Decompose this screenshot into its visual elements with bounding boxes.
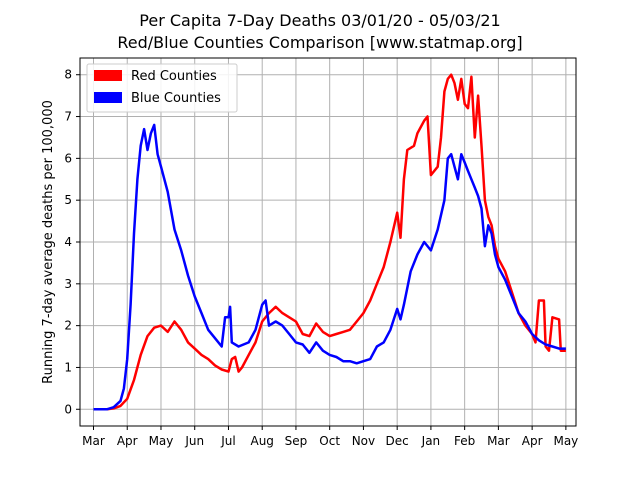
y-tick-label: 2 [64, 319, 72, 333]
x-tick-labels: Mar Apr May Jun Jul Aug Sep Oct Nov Dec Jan Feb Mar A… [82, 426, 578, 448]
x-tick-label: Nov [352, 434, 375, 448]
x-tick-label: Mar [487, 434, 510, 448]
y-tick-label: 6 [64, 151, 72, 165]
y-tick-label: 8 [64, 68, 72, 82]
x-tick-label: Apr [522, 434, 543, 448]
y-axis-label: Running 7-day average deaths per 100,000 [41, 100, 56, 384]
legend-label: Blue Counties [131, 91, 221, 106]
x-tick-label: Jan [421, 434, 441, 448]
series-line-blue [93, 123, 566, 411]
legend: Red Counties Blue Counties [86, 63, 238, 113]
legend-box [86, 63, 238, 113]
chart-title: Per Capita 7-Day Deaths 03/01/20 - 05/03… [139, 11, 500, 30]
y-tick-label: 5 [64, 193, 72, 207]
series-line-red [93, 73, 566, 411]
chart-subtitle: Red/Blue Counties Comparison [www.statma… [117, 33, 522, 52]
x-tick-label: Sep [285, 434, 308, 448]
legend-swatch [94, 70, 122, 81]
x-tick-label: Jul [220, 434, 235, 448]
y-tick-label: 3 [64, 277, 72, 291]
y-tick-label: 1 [64, 360, 72, 374]
x-tick-label: Apr [117, 434, 138, 448]
x-tick-label: May [553, 434, 578, 448]
series-lines [93, 73, 566, 411]
x-tick-label: Aug [250, 434, 273, 448]
x-tick-label: Feb [454, 434, 475, 448]
y-tick-label: 0 [64, 402, 72, 416]
grid-lines [80, 58, 576, 426]
x-tick-label: Jun [184, 434, 204, 448]
y-tick-labels: 0 1 2 3 4 5 6 7 8 [64, 68, 80, 416]
x-tick-label: Oct [319, 434, 340, 448]
y-tick-label: 7 [64, 110, 72, 124]
x-tick-label: Mar [82, 434, 105, 448]
legend-label: Red Counties [131, 69, 217, 84]
x-tick-label: May [149, 434, 174, 448]
legend-swatch [94, 92, 122, 103]
y-tick-label: 4 [64, 235, 72, 249]
x-tick-label: Dec [386, 434, 409, 448]
